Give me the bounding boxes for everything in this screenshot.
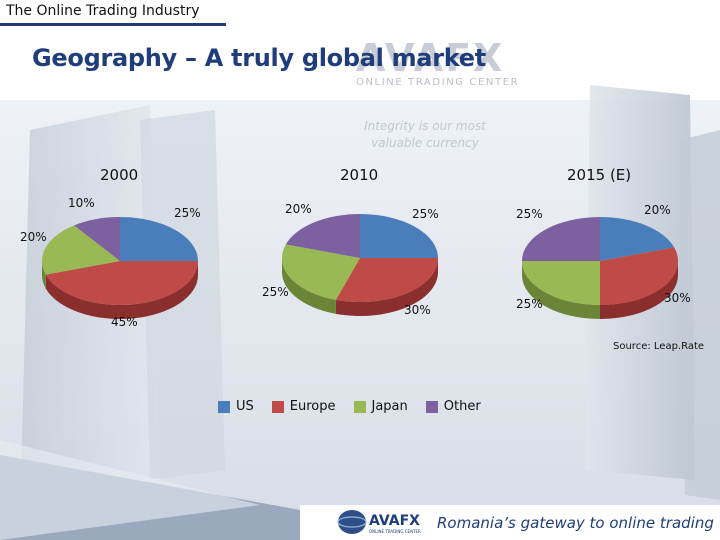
pie-2010-label-japan: 25% bbox=[262, 285, 289, 299]
pie-2015-label-other: 25% bbox=[516, 207, 543, 221]
pie-1-side-japan bbox=[42, 261, 46, 289]
watermark-subtitle: ONLINE TRADING CENTER bbox=[356, 77, 520, 88]
watermark-slogan: Integrity is our most valuable currency bbox=[364, 119, 486, 150]
pie-2-slice-other bbox=[285, 214, 360, 258]
legend-swatch-us bbox=[218, 400, 230, 413]
pie-1-slice-us bbox=[120, 217, 198, 261]
pie-3-slice-other bbox=[522, 217, 600, 261]
pie-2000-label-japan: 20% bbox=[20, 230, 47, 244]
pie-2010-label-europe: 30% bbox=[404, 303, 431, 317]
pie-title-2015: 2015 (E) bbox=[567, 166, 632, 184]
footer-logo: AVAFX ONLINE TRADING CENTER bbox=[337, 510, 421, 534]
legend-item-us: US bbox=[218, 399, 254, 414]
section-rule bbox=[0, 23, 226, 26]
legend-item-other: Other bbox=[425, 399, 481, 414]
source-note: Source: Leap.Rate bbox=[613, 341, 705, 352]
legend-label-japan: Japan bbox=[371, 399, 408, 414]
section-label: The Online Trading Industry bbox=[6, 3, 200, 19]
pie-3-slice-europe bbox=[600, 247, 679, 305]
pie-2000-label-us: 25% bbox=[174, 206, 201, 220]
legend-swatch-japan bbox=[353, 400, 366, 413]
pie-2-slice-europe bbox=[335, 258, 438, 302]
watermark-logo: AVAFX bbox=[356, 36, 505, 80]
pie-2 bbox=[282, 214, 438, 316]
pie-title-2010: 2010 bbox=[340, 166, 379, 184]
pie-3-slice-us bbox=[600, 217, 675, 261]
pie-1-slice-other bbox=[74, 217, 120, 261]
pie-2015-label-europe: 30% bbox=[664, 291, 691, 305]
legend-label-us: US bbox=[236, 399, 254, 414]
footer-logo-text: AVAFX bbox=[369, 513, 420, 529]
pie-2015-label-us: 20% bbox=[644, 203, 671, 217]
legend-swatch-other bbox=[425, 400, 438, 413]
pie-2010-label-us: 25% bbox=[412, 207, 439, 221]
legend-swatch-europe bbox=[271, 400, 284, 413]
pie-2015-label-japan: 25% bbox=[516, 297, 543, 311]
pie-3-side-japan bbox=[522, 261, 600, 319]
footer-globe-icon bbox=[338, 510, 366, 534]
pie-2-side-europe bbox=[335, 258, 438, 316]
pie-2-slice-us bbox=[360, 214, 438, 258]
footer-tagline: Romania’s gateway to online trading bbox=[437, 514, 714, 532]
pie-1 bbox=[41, 217, 198, 320]
pie-1-side-europe bbox=[45, 261, 198, 320]
legend-item-europe: Europe bbox=[271, 399, 336, 414]
pie-2000-label-europe: 45% bbox=[111, 315, 138, 329]
chart-legend: US Europe Japan Other bbox=[218, 399, 499, 414]
page-title: Geography – A truly global market bbox=[32, 44, 486, 72]
pie-1-slice-europe bbox=[45, 261, 198, 306]
pie-3 bbox=[522, 217, 679, 319]
pie-3-side-europe bbox=[600, 261, 678, 319]
pie-1-slice-japan bbox=[41, 225, 120, 275]
pie-2-slice-japan bbox=[282, 244, 360, 300]
pie-2-side-japan bbox=[282, 258, 336, 314]
pie-3-slice-japan bbox=[522, 261, 600, 305]
pie-title-2000: 2000 bbox=[100, 166, 139, 184]
legend-label-other: Other bbox=[443, 399, 481, 414]
pie-2010-label-other: 20% bbox=[285, 202, 312, 216]
pie-2000-label-other: 10% bbox=[68, 196, 95, 210]
legend-label-europe: Europe bbox=[289, 399, 336, 414]
legend-item-japan: Japan bbox=[353, 399, 408, 414]
footer-logo-sub: ONLINE TRADING CENTER bbox=[369, 529, 421, 534]
